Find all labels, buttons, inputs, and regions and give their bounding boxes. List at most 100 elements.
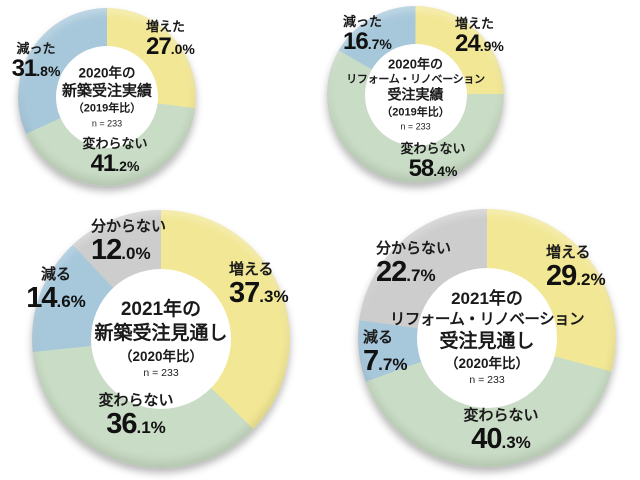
segment-value: 24.9% — [455, 31, 504, 57]
segment-value: 37.3% — [229, 278, 289, 309]
segment-value-fraction: .2% — [576, 270, 606, 290]
chart-title-line: リフォーム・リノベーション — [346, 73, 485, 86]
segment-value: 31.8% — [0, 56, 72, 82]
chart-title-line: 2021年の — [120, 298, 202, 320]
segment-name: 減った — [16, 41, 56, 56]
segment-value-fraction: .6% — [56, 292, 86, 312]
segment-value: 58.4% — [392, 156, 474, 182]
chart-title-line: 受注実績 — [387, 86, 444, 103]
segment-value-fraction: .0% — [170, 41, 195, 58]
segment-label-increase: 増える 37.3% — [229, 261, 289, 310]
segment-name: 変わらない — [463, 407, 539, 424]
segment-value: 22.7% — [376, 257, 451, 288]
segment-label-unknown: 分からない 22.7% — [376, 240, 452, 289]
chart-title-line: リフォーム・リノベーション — [389, 310, 585, 328]
segment-value-fraction: .7% — [378, 355, 408, 375]
segment-value: 40.3% — [456, 424, 546, 455]
segment-value-fraction: .4% — [433, 163, 458, 180]
segment-value-integer: 40 — [471, 423, 502, 456]
donut-ring: 2021年の新築受注見通し （2020年比） n = 233 — [32, 210, 290, 468]
segment-value: 29.2% — [546, 261, 606, 292]
segment-value: 16.7% — [343, 29, 392, 55]
chart-reform-renovation-2021-outlook: 2021年の リフォーム・リノベーション 受注見通し （2020年比） n = 233 増… — [320, 200, 640, 480]
donut-hole — [364, 43, 467, 146]
segment-value-integer: 14 — [26, 282, 57, 315]
segment-label-unchanged: 変わらない 40.3% — [456, 407, 546, 456]
segment-value: 27.0% — [146, 34, 195, 60]
segment-value-fraction: .8% — [36, 63, 61, 80]
segment-label-increase: 増えた 24.9% — [455, 16, 504, 57]
segment-value-fraction: .7% — [406, 266, 436, 286]
sample-size-label: n = 233 — [91, 118, 123, 129]
donut-ring: 2020年のリフォーム・リノベーション 受注実績 （2019年比） n = 233 — [327, 6, 504, 183]
segment-name: 増えた — [455, 16, 495, 31]
segment-value-fraction: .0% — [121, 244, 151, 264]
chart-title-line: 2020年の — [78, 65, 136, 81]
chart-center-text: 2021年の リフォーム・リノベーション 受注見通し （2020年比） n = 233 — [389, 288, 585, 388]
segment-value-fraction: .7% — [367, 36, 392, 53]
segment-name: 分からない — [91, 218, 167, 235]
segment-label-decrease: 減る 14.6% — [18, 266, 94, 315]
segment-value-fraction: .3% — [259, 287, 289, 307]
chart-comparison-note: （2020年比） — [444, 356, 530, 372]
chart-new-construction-2021-outlook: 2021年の新築受注見通し （2020年比） n = 233 増える 37.3% 変わらな… — [0, 200, 320, 480]
segment-label-unknown: 分からない 12.0% — [91, 218, 167, 267]
chart-reform-renovation-2020-results: 2020年のリフォーム・リノベーション 受注実績 （2019年比） n = 233 増え… — [320, 0, 640, 200]
chart-comparison-note: （2020年比） — [118, 348, 204, 364]
sample-size-label: n = 233 — [143, 366, 179, 379]
segment-name: 分からない — [376, 240, 452, 257]
segment-name: 減る — [40, 266, 71, 283]
segment-value-fraction: .9% — [479, 38, 504, 55]
segment-value-fraction: .1% — [136, 418, 166, 438]
segment-value-fraction: .3% — [501, 433, 531, 453]
segment-value-integer: 7 — [363, 345, 379, 378]
chart-title-line: 新築受注見通し — [94, 323, 228, 345]
segment-value-integer: 22 — [376, 256, 407, 289]
segment-name: 減る — [363, 329, 394, 346]
segment-value: 14.6% — [18, 283, 94, 314]
segment-value-integer: 37 — [229, 277, 260, 310]
segment-value-fraction: .2% — [115, 158, 140, 175]
segment-value: 7.7% — [363, 346, 407, 377]
sample-size-label: n = 233 — [469, 374, 505, 387]
segment-name: 変わらない — [400, 141, 466, 156]
segment-name: 減った — [343, 14, 383, 29]
segment-name: 増える — [546, 244, 591, 261]
segment-value: 36.1% — [90, 409, 182, 440]
segment-value-integer: 58 — [408, 155, 435, 183]
chart-center-text: 2020年のリフォーム・リノベーション 受注実績 （2019年比） n = 233 — [346, 56, 485, 133]
segment-value-integer: 41 — [90, 150, 117, 178]
segment-name: 変わらない — [82, 136, 148, 151]
segment-value-integer: 29 — [546, 260, 577, 293]
segment-name: 増える — [229, 261, 274, 278]
segment-label-decrease: 減った 16.7% — [343, 14, 392, 55]
chart-center-text: 2021年の新築受注見通し （2020年比） n = 233 — [94, 298, 227, 380]
segment-label-unchanged: 変わらない 41.2% — [72, 136, 158, 177]
segment-name: 変わらない — [98, 392, 174, 409]
segment-label-increase: 増える 29.2% — [546, 244, 606, 293]
segment-value: 12.0% — [91, 235, 166, 266]
donut-hole — [56, 46, 158, 148]
chart-center-text: 2020年の 新築受注実績 （2019年比） n = 233 — [62, 64, 152, 129]
segment-label-decrease: 減った 31.8% — [0, 41, 72, 82]
segment-value-integer: 36 — [106, 408, 137, 441]
segment-label-increase: 増えた 27.0% — [146, 19, 195, 60]
segment-label-decrease: 減る 7.7% — [363, 329, 407, 378]
donut-ring: 2021年の リフォーム・リノベーション 受注見通し （2020年比） n = 233 — [358, 209, 616, 467]
segment-value-integer: 24 — [455, 30, 481, 58]
donut-hole — [417, 268, 557, 408]
segment-label-unchanged: 変わらない 58.4% — [392, 141, 474, 182]
chart-title-line: 新築受注実績 — [61, 82, 153, 100]
chart-comparison-note: （2019年比） — [381, 106, 450, 119]
chart-comparison-note: （2019年比） — [72, 102, 142, 115]
segment-value-integer: 12 — [91, 234, 122, 267]
segment-value: 41.2% — [72, 151, 158, 177]
segment-value-integer: 16 — [343, 28, 369, 56]
sample-size-label: n = 233 — [400, 121, 431, 132]
donut-ring: 2020年の 新築受注実績 （2019年比） n = 233 — [18, 8, 196, 186]
chart-new-construction-2020-results: 2020年の 新築受注実績 （2019年比） n = 233 増えた 27.0% 変わらない… — [0, 0, 320, 200]
segment-label-unchanged: 変わらない 36.1% — [90, 392, 182, 441]
donut-hole — [91, 269, 231, 409]
chart-title-line: 2020年の — [388, 55, 443, 71]
